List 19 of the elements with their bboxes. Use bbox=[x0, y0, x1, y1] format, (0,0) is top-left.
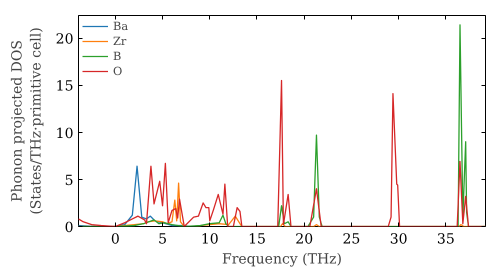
legend-label: Zr bbox=[113, 34, 128, 48]
y-axis-title: Phonon projected DOS (States/THz·primitive cell) bbox=[9, 27, 45, 215]
y-tick-label: 20 bbox=[56, 32, 74, 48]
x-tick-label: 5 bbox=[158, 232, 168, 248]
x-axis-title: Frequency (THz) bbox=[222, 252, 342, 268]
x-tick-label: 35 bbox=[436, 232, 455, 248]
y-tick-label: 15 bbox=[56, 78, 74, 95]
legend-label: B bbox=[113, 49, 122, 63]
y-tick-label: 0 bbox=[64, 220, 74, 236]
x-tick-label: 25 bbox=[342, 232, 360, 248]
x-tick-label: 20 bbox=[295, 232, 314, 248]
legend-label: O bbox=[113, 64, 124, 78]
y-tick-label: 5 bbox=[64, 172, 74, 189]
legend-label: Ba bbox=[113, 19, 130, 33]
x-tick-label: 0 bbox=[110, 232, 120, 248]
x-tick-label: 10 bbox=[200, 232, 219, 248]
y-tick-label: 10 bbox=[56, 126, 74, 142]
x-tick-label: 15 bbox=[248, 232, 266, 248]
x-tick-label: 30 bbox=[390, 232, 408, 248]
